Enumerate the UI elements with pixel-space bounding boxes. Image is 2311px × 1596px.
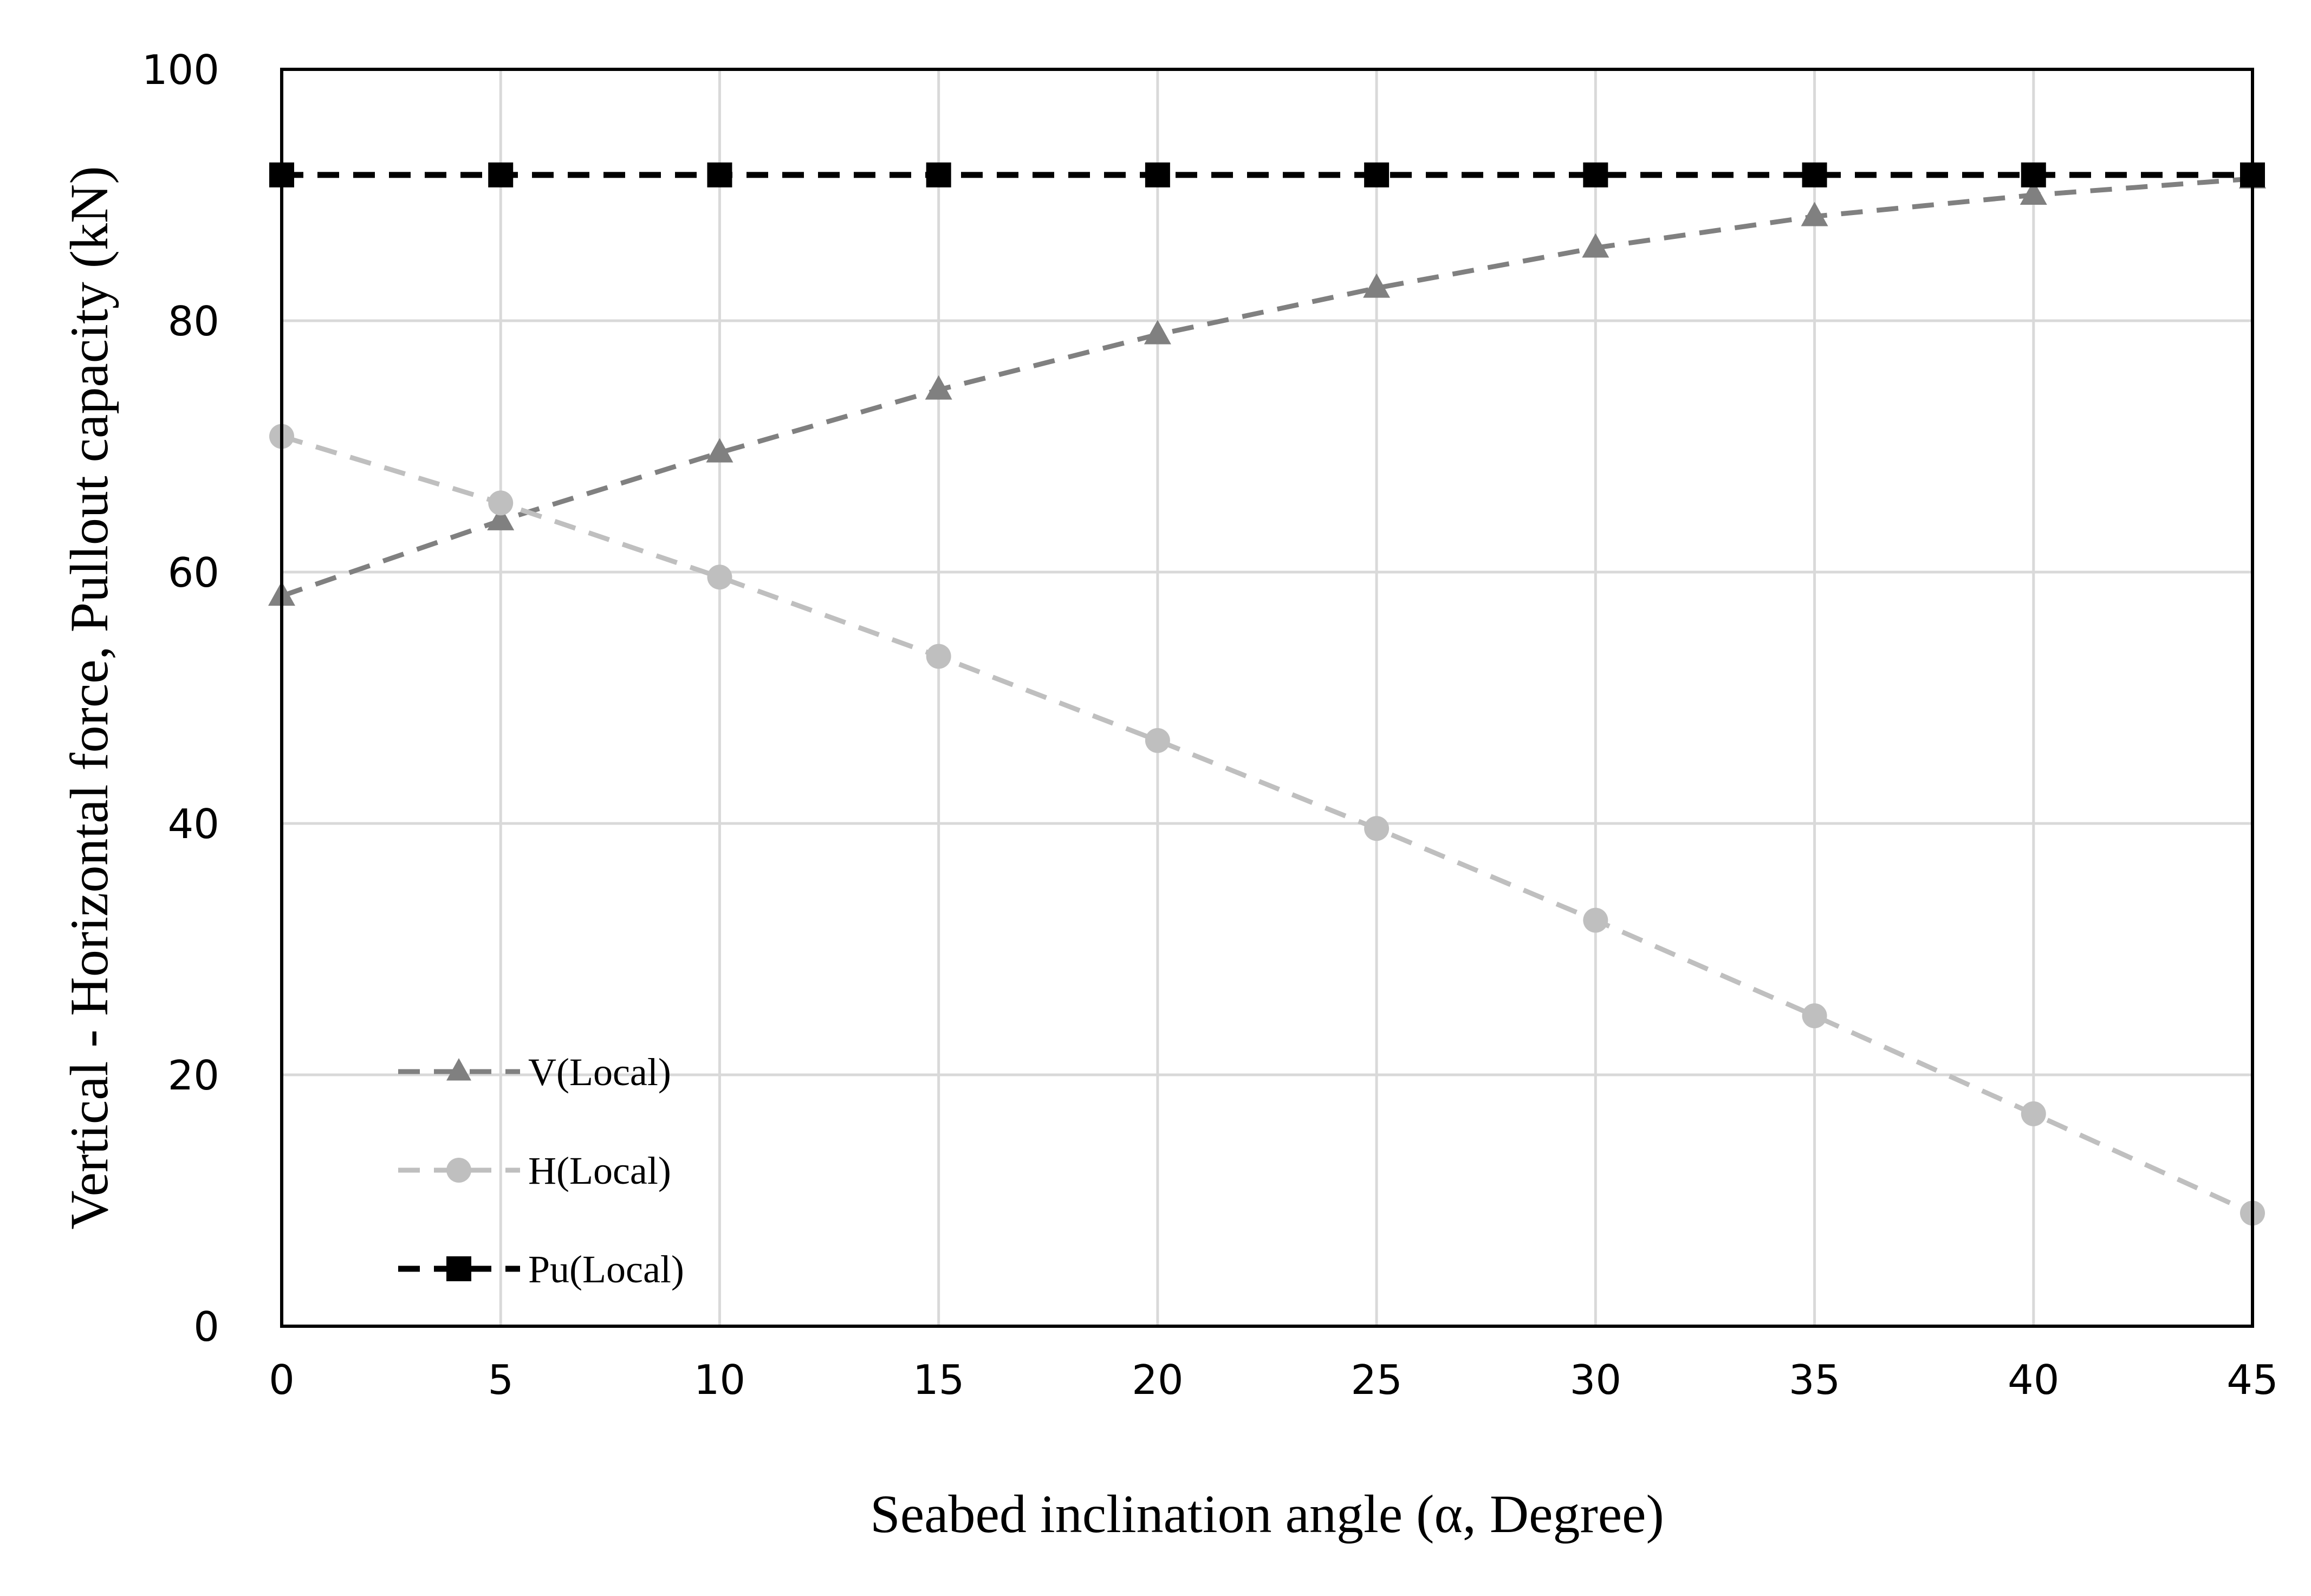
series-V(Local) <box>268 164 2266 606</box>
data-point <box>707 565 732 590</box>
legend-item: V(Local) <box>398 1050 671 1094</box>
series-layer <box>268 162 2266 1226</box>
data-point <box>926 162 951 187</box>
plot-frame <box>280 68 2254 1328</box>
x-tick-label: 25 <box>1351 1356 1402 1404</box>
data-point <box>706 438 733 463</box>
data-point <box>487 505 515 530</box>
data-point <box>2021 1101 2046 1126</box>
x-tick-label: 0 <box>269 1356 295 1404</box>
x-tick-label: 5 <box>488 1356 514 1404</box>
y-tick-label: 0 <box>193 1303 219 1351</box>
y-tick-labels: 0 20 40 60 80 100 <box>142 46 219 1351</box>
x-tick-label: 30 <box>1570 1356 1621 1404</box>
legend-label: Pu(Local) <box>528 1248 684 1291</box>
data-point <box>1583 907 1608 933</box>
data-point <box>488 490 514 516</box>
data-point <box>707 162 732 187</box>
series-line <box>281 434 2254 1216</box>
legend-label: H(Local) <box>528 1149 671 1192</box>
data-point <box>2020 180 2047 205</box>
data-point <box>1144 320 1171 345</box>
x-tick-label: 40 <box>2008 1356 2059 1404</box>
y-tick-label: 80 <box>168 297 219 345</box>
x-tick-label: 20 <box>1132 1356 1183 1404</box>
data-point <box>926 644 951 669</box>
series-line <box>281 176 2253 599</box>
data-point <box>1801 202 1828 226</box>
data-point <box>1145 728 1170 753</box>
y-tick-label: 100 <box>142 46 219 94</box>
x-tick-label: 35 <box>1789 1356 1840 1404</box>
y-tick-label: 20 <box>168 1052 219 1099</box>
data-point <box>925 375 952 400</box>
data-point <box>1363 273 1391 298</box>
x-tick-labels: 0 5 10 15 20 25 30 35 40 45 <box>269 1356 2278 1404</box>
data-point <box>1802 162 1827 187</box>
legend-item: Pu(Local) <box>398 1248 684 1291</box>
legend-item: H(Local) <box>398 1149 671 1192</box>
x-axis-title: Seabed inclination angle (α, Degree) <box>870 1484 1664 1544</box>
y-axis-title: Vertical - Horizontal force, Pullout cap… <box>59 166 119 1229</box>
data-point <box>1364 816 1390 841</box>
data-point <box>2021 162 2046 187</box>
data-point <box>488 162 514 187</box>
legend-marker <box>446 1058 471 1081</box>
legend-marker <box>446 1256 471 1281</box>
x-tick-label: 45 <box>2226 1356 2278 1404</box>
data-point <box>1583 162 1608 187</box>
data-point <box>1802 1003 1827 1028</box>
legend: V(Local) H(Local) Pu(Local) <box>398 1050 684 1291</box>
series-H(Local) <box>269 424 2265 1226</box>
x-tick-label: 10 <box>694 1356 745 1404</box>
data-point <box>1145 162 1170 187</box>
grid <box>280 68 2254 1328</box>
data-point <box>1582 233 1609 258</box>
x-tick-label: 15 <box>913 1356 964 1404</box>
y-tick-label: 60 <box>168 549 219 596</box>
series-Pu(Local) <box>269 162 2265 187</box>
legend-marker <box>446 1158 471 1183</box>
legend-label: V(Local) <box>528 1050 671 1094</box>
y-tick-label: 40 <box>168 800 219 848</box>
data-point <box>1364 162 1390 187</box>
